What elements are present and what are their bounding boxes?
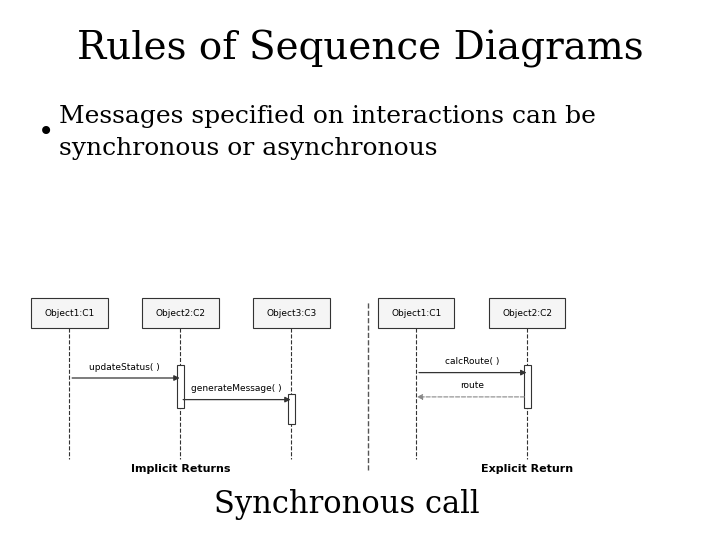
FancyBboxPatch shape [378,298,454,328]
Text: •: • [38,118,55,146]
FancyBboxPatch shape [143,298,218,328]
Text: Object2:C2: Object2:C2 [156,309,205,318]
Bar [177,364,184,408]
Bar [523,364,531,408]
Text: Explicit Return: Explicit Return [481,464,573,475]
FancyBboxPatch shape [489,298,565,328]
FancyBboxPatch shape [253,298,330,328]
Text: Rules of Sequence Diagrams: Rules of Sequence Diagrams [78,30,644,68]
Bar [288,394,294,424]
Text: Object2:C2: Object2:C2 [503,309,552,318]
Text: Object1:C1: Object1:C1 [44,309,94,318]
Text: Messages specified on interactions can be
synchronous or asynchronous: Messages specified on interactions can b… [59,105,596,160]
Text: Object3:C3: Object3:C3 [266,309,317,318]
Text: updateStatus( ): updateStatus( ) [89,362,161,372]
Text: route: route [459,381,484,390]
Text: Object1:C1: Object1:C1 [391,309,441,318]
Text: Synchronous call: Synchronous call [214,489,480,521]
Text: generateMessage( ): generateMessage( ) [191,384,282,393]
FancyBboxPatch shape [31,298,107,328]
Text: calcRoute( ): calcRoute( ) [444,357,499,366]
Text: Implicit Returns: Implicit Returns [130,464,230,475]
